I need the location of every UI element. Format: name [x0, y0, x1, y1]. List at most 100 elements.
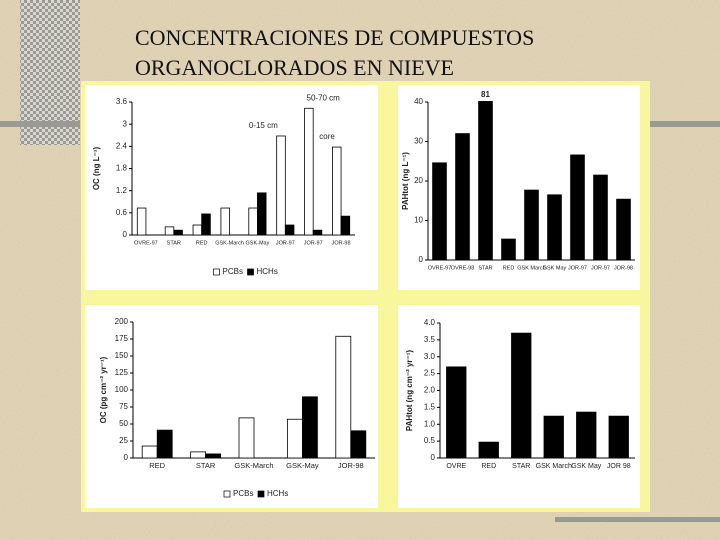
- x-tick-label: JOR-98: [332, 240, 351, 246]
- chart-panel: [85, 305, 378, 508]
- y-tick-label: 0: [419, 255, 424, 264]
- x-tick-label: JOR-98: [338, 461, 364, 470]
- y-tick-label: 4.0: [424, 318, 436, 327]
- bar: [192, 224, 203, 235]
- decor-line: [555, 517, 720, 522]
- title: CONCENTRACIONES DE COMPUESTOS: [135, 25, 534, 50]
- y-tick-label: 1.2: [116, 186, 128, 195]
- chart-panel: [85, 85, 378, 290]
- x-tick-label: GSK March: [536, 463, 572, 470]
- x-tick-label: JOR-97: [568, 265, 587, 271]
- bar: [312, 229, 323, 235]
- bar: [301, 396, 318, 458]
- x-tick-label: JOR-98: [614, 265, 633, 271]
- bar: [276, 135, 286, 235]
- bar: [547, 194, 562, 260]
- decor-line: [0, 121, 80, 127]
- bar: [205, 453, 222, 458]
- bar: [156, 429, 173, 458]
- y-tick-label: 50: [119, 419, 128, 428]
- y-tick-label: 200: [115, 317, 129, 326]
- x-tick-label: OVRE-98: [451, 265, 475, 271]
- y-axis-label: OC (ng L⁻¹): [92, 147, 101, 191]
- legend-label: PCBs: [233, 489, 253, 498]
- bar: [478, 101, 493, 260]
- annotation: core: [319, 132, 335, 141]
- y-tick-label: 2.0: [424, 386, 436, 395]
- x-tick-label: JOR-97: [591, 265, 610, 271]
- bar: [332, 146, 342, 235]
- y-tick-label: 75: [119, 402, 128, 411]
- bar: [304, 107, 314, 235]
- y-tick-label: 40: [414, 97, 423, 106]
- y-axis-label: PAHtot (ng L⁻¹): [401, 152, 410, 210]
- y-tick-label: 0.6: [116, 208, 128, 217]
- x-tick-label: STAR: [512, 463, 530, 470]
- bar: [201, 213, 211, 235]
- title: ORGANOCLORADOS EN NIEVE: [135, 55, 454, 80]
- y-tick-label: 10: [414, 216, 423, 225]
- bar: [432, 162, 447, 260]
- bars: [432, 101, 631, 260]
- annotation: 50-70 cm: [307, 93, 341, 102]
- x-tick-label: JOR-97: [276, 240, 295, 246]
- legend-label: HCHs: [267, 489, 288, 498]
- y-tick-label: 150: [115, 351, 129, 360]
- x-tick-label: RED: [149, 461, 165, 470]
- legend-label: PCBs: [223, 267, 243, 276]
- bars: [136, 107, 351, 235]
- x-tick-label: OVRE-97: [428, 265, 452, 271]
- bar: [576, 411, 597, 458]
- y-tick-label: 3: [123, 119, 128, 128]
- bar: [335, 335, 352, 458]
- bar: [478, 441, 499, 458]
- x-tick-label: STAR: [167, 240, 181, 246]
- x-tick-label: GSK May: [571, 463, 601, 470]
- bar: [455, 133, 470, 260]
- bar: [286, 418, 303, 458]
- bar: [220, 207, 230, 235]
- x-tick-label: GSK-May: [286, 461, 319, 470]
- bar: [608, 415, 629, 458]
- bars: [446, 332, 629, 458]
- y-tick-label: 100: [115, 385, 129, 394]
- bar: [190, 451, 206, 458]
- legend-swatch: [213, 268, 220, 276]
- legend-swatch: [223, 490, 231, 498]
- bar: [340, 215, 351, 235]
- bar: [616, 198, 631, 260]
- x-tick-label: STAR: [196, 461, 216, 470]
- bar: [446, 366, 467, 458]
- y-tick-label: 0: [124, 453, 129, 462]
- legend-swatch: [247, 268, 254, 276]
- y-tick-label: 3.5: [424, 335, 436, 344]
- y-tick-label: 0.5: [424, 436, 436, 445]
- y-tick-label: 3.0: [424, 352, 436, 361]
- x-tick-label: GSK-March: [234, 461, 273, 470]
- bar: [248, 207, 258, 235]
- x-tick-label: GSK-March: [215, 240, 244, 246]
- bar: [524, 189, 539, 260]
- x-tick-label: OVRE-97: [134, 240, 158, 246]
- legend-label: HCHs: [257, 267, 278, 276]
- y-tick-label: 175: [115, 334, 129, 343]
- x-tick-label: GSK May: [543, 265, 567, 271]
- bar: [136, 207, 147, 235]
- bar: [350, 430, 367, 458]
- x-tick-label: RED: [196, 240, 208, 246]
- x-tick-label: JOR 98: [607, 463, 631, 470]
- bar: [511, 332, 532, 458]
- x-tick-label: RED: [503, 265, 515, 271]
- bar: [141, 445, 158, 458]
- y-tick-label: 0: [431, 453, 436, 462]
- y-tick-label: 20: [414, 176, 423, 185]
- x-tick-label: GSK March: [517, 265, 545, 271]
- y-tick-label: 1.0: [424, 419, 436, 428]
- y-axis-label: OC (pg cm⁻² yr⁻¹): [99, 356, 108, 423]
- legend-swatch: [257, 490, 265, 498]
- y-axis-label: PAHtot (ng cm⁻² yr⁻¹): [405, 350, 414, 432]
- bar: [501, 238, 516, 260]
- x-tick-label: JOR-97: [304, 240, 323, 246]
- y-tick-label: 1.5: [424, 402, 436, 411]
